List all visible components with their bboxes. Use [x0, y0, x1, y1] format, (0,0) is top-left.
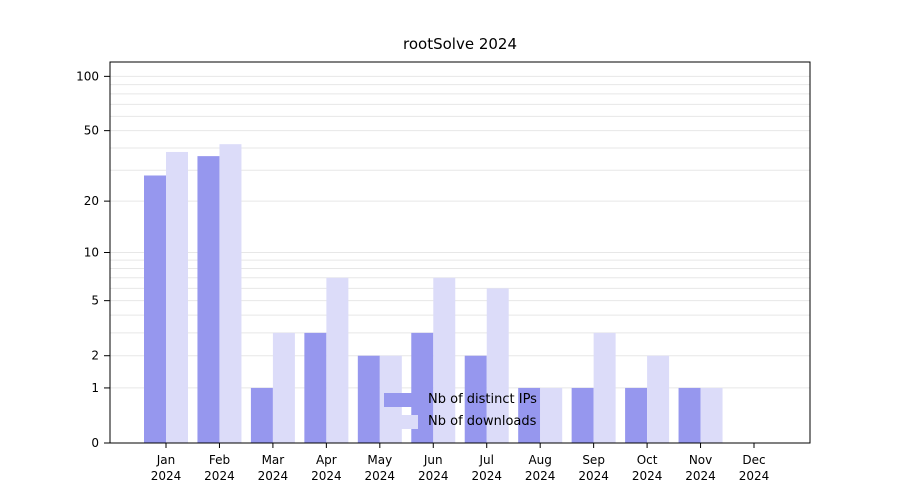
x-label-month-sep: Sep [582, 453, 605, 467]
y-label-5: 5 [91, 294, 99, 308]
x-label-month-mar: Mar [262, 453, 285, 467]
x-label-year-may: 2024 [365, 469, 396, 483]
bar-distinct-ips-may [357, 355, 380, 443]
bar-downloads-apr [326, 277, 349, 443]
y-label-2: 2 [91, 349, 99, 363]
bar-distinct-ips-jan [144, 175, 166, 443]
bar-downloads-jan [166, 151, 188, 443]
bar-downloads-sep [593, 332, 616, 443]
bar-downloads-mar [272, 332, 295, 443]
x-label-month-jul: Jul [478, 453, 493, 467]
x-label-year-aug: 2024 [525, 469, 556, 483]
bar-distinct-ips-nov [678, 387, 701, 443]
x-label-year-sep: 2024 [578, 469, 609, 483]
x-label-month-dec: Dec [742, 453, 765, 467]
x-label-month-jan: Jan [156, 453, 176, 467]
y-label-20: 20 [84, 194, 99, 208]
bar-downloads-jun [433, 277, 456, 443]
bar-downloads-jul [486, 288, 509, 443]
bar-downloads-nov [700, 387, 723, 443]
bar-distinct-ips-apr [304, 332, 327, 443]
x-label-year-oct: 2024 [632, 469, 663, 483]
x-label-year-jan: 2024 [151, 469, 182, 483]
y-label-10: 10 [84, 246, 99, 260]
x-label-month-oct: Oct [637, 453, 658, 467]
x-label-year-feb: 2024 [204, 469, 235, 483]
y-label-50: 50 [84, 124, 99, 138]
bar-distinct-ips-jul [464, 355, 487, 443]
x-label-year-apr: 2024 [311, 469, 342, 483]
x-label-month-jun: Jun [423, 453, 443, 467]
bar-distinct-ips-sep [571, 387, 594, 443]
bar-downloads-feb [219, 144, 242, 444]
x-label-month-may: May [367, 453, 392, 467]
legend-item-downloads: Nb of downloads [384, 414, 537, 429]
legend-swatch-distinct-ips [384, 392, 418, 407]
bar-downloads-oct [647, 355, 670, 443]
legend-item-distinct-ips: Nb of distinct IPs [384, 392, 537, 407]
x-label-year-jun: 2024 [418, 469, 449, 483]
legend-label-distinct-ips: Nb of distinct IPs [428, 392, 537, 407]
x-label-year-dec: 2024 [739, 469, 770, 483]
x-label-month-feb: Feb [209, 453, 230, 467]
bar-distinct-ips-mar [250, 387, 273, 443]
x-label-year-mar: 2024 [258, 469, 289, 483]
bar-distinct-ips-aug [518, 387, 541, 443]
x-label-month-aug: Aug [528, 453, 551, 467]
y-label-100: 100 [76, 69, 99, 83]
x-label-year-jul: 2024 [471, 469, 502, 483]
chart-title: rootSolve 2024 [403, 35, 517, 53]
bar-downloads-aug [540, 387, 563, 443]
chart-legend: Nb of distinct IPs Nb of downloads [384, 392, 537, 429]
y-label-1: 1 [91, 381, 99, 395]
legend-swatch-downloads [384, 414, 418, 429]
x-label-month-nov: Nov [689, 453, 712, 467]
legend-label-downloads: Nb of downloads [428, 414, 537, 429]
bar-distinct-ips-oct [625, 387, 648, 443]
y-label-0: 0 [91, 436, 99, 450]
bar-distinct-ips-feb [197, 156, 220, 443]
x-label-month-apr: Apr [316, 453, 337, 467]
x-label-year-nov: 2024 [685, 469, 716, 483]
